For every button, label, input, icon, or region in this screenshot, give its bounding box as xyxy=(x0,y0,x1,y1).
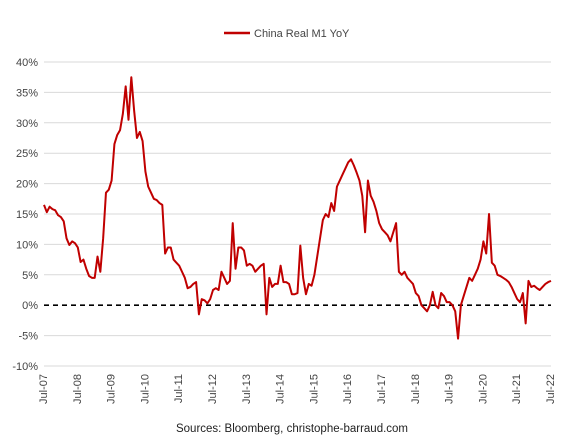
y-tick-label: 35% xyxy=(16,87,38,99)
y-tick-label: 0% xyxy=(22,300,38,312)
x-tick-label: Jul-20 xyxy=(477,374,489,404)
x-tick-label: Jul-12 xyxy=(207,374,219,404)
series-layer xyxy=(43,76,552,340)
x-tick-label: Jul-11 xyxy=(173,374,185,403)
y-tick-label: 40% xyxy=(16,57,38,69)
x-tick-label: Jul-19 xyxy=(444,374,456,404)
gridlines xyxy=(44,61,551,367)
y-tick-label: 25% xyxy=(16,148,38,160)
source-note: Sources: Bloomberg, christophe-barraud.c… xyxy=(176,423,408,435)
series-line-china-real-m1-yoy xyxy=(43,76,552,340)
legend-label: China Real M1 YoY xyxy=(254,28,350,40)
y-tick-label: 30% xyxy=(16,118,38,130)
x-tick-label: Jul-16 xyxy=(342,374,354,404)
x-tick-label: Jul-14 xyxy=(275,374,287,404)
x-tick-label: Jul-10 xyxy=(139,374,151,404)
y-tick-label: 15% xyxy=(16,209,38,221)
x-tick-label: Jul-18 xyxy=(410,374,422,404)
x-tick-label: Jul-08 xyxy=(72,374,84,404)
x-tick-label: Jul-22 xyxy=(545,374,557,404)
x-tick-label: Jul-09 xyxy=(106,374,118,404)
y-tick-label: 20% xyxy=(16,179,38,191)
x-tick-label: Jul-21 xyxy=(511,374,523,404)
y-tick-label: -10% xyxy=(12,361,38,373)
x-tick-label: Jul-07 xyxy=(38,374,50,404)
x-tick-label: Jul-13 xyxy=(241,374,253,404)
y-tick-label: 5% xyxy=(22,270,38,282)
y-axis-ticks: -10% -5% 0% 5% 10% 15% 20% 25% 30% 35% 40% xyxy=(12,57,38,373)
x-axis-ticks: Jul-07 Jul-08 Jul-09 Jul-10 Jul-11 Jul-12 Jul-… xyxy=(38,374,557,404)
y-tick-label: 10% xyxy=(16,239,38,251)
y-tick-label: -5% xyxy=(18,331,38,343)
legend: China Real M1 YoY xyxy=(224,28,350,40)
x-tick-label: Jul-15 xyxy=(308,374,320,404)
x-tick-label: Jul-17 xyxy=(376,374,388,404)
